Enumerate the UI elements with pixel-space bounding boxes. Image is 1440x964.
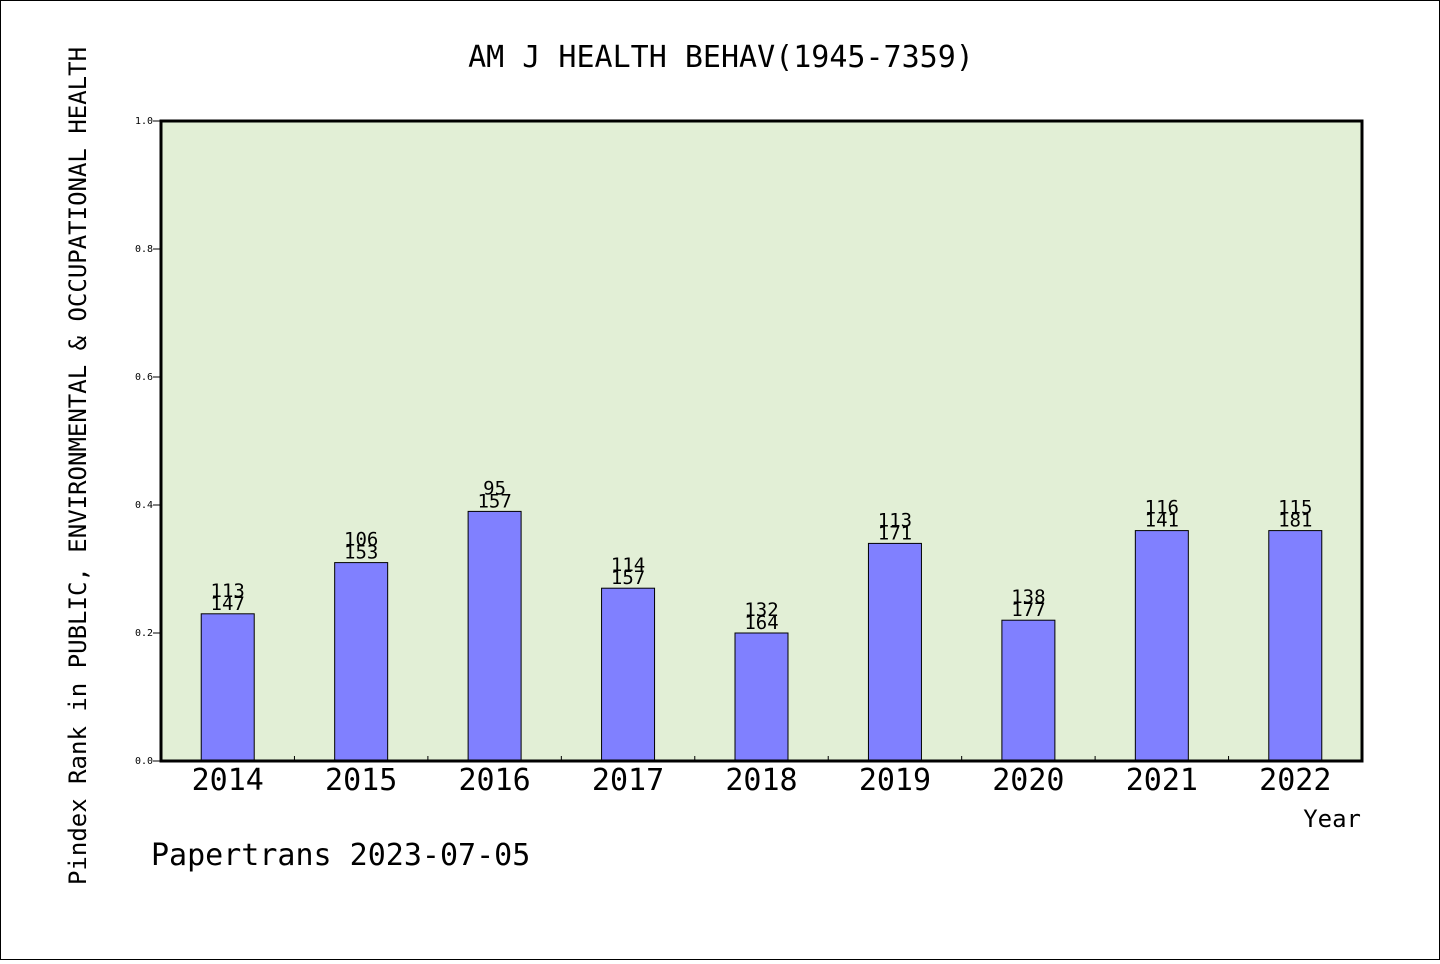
chart-title: AM J HEALTH BEHAV(1945-7359)	[468, 40, 974, 75]
bar-2014	[200, 613, 255, 762]
bar-2017	[601, 587, 656, 762]
x-tick-label: 2021	[1126, 763, 1198, 798]
x-tick-label: 2015	[325, 763, 397, 798]
bar-2018	[734, 632, 789, 762]
bar-2020	[1001, 619, 1056, 762]
rank-label: 115	[1278, 497, 1312, 519]
y-axis: 0.0 0.2 0.4 0.6 0.8 1.0	[135, 116, 161, 767]
rank-label: 138	[1011, 586, 1045, 608]
total-label: 157	[611, 567, 645, 589]
footer-credit: Papertrans 2023-07-05	[151, 838, 530, 873]
x-axis: 2014 2015 2016 2017 2018 2019 2020 2021 2022	[192, 756, 1331, 798]
x-tick-label: 2020	[992, 763, 1064, 798]
total-label: 177	[1011, 599, 1045, 621]
total-label: 171	[878, 522, 912, 544]
y-tick-label: 0.6	[135, 372, 153, 383]
bar-2022	[1268, 530, 1323, 762]
total-label: 147	[211, 593, 245, 615]
total-label: 164	[744, 612, 778, 634]
bar-2015	[334, 562, 389, 762]
rank-label: 114	[611, 554, 645, 576]
y-axis-label: Pindex Rank in PUBLIC, ENVIRONMENTAL & O…	[64, 47, 92, 885]
y-tick-label: 0.4	[135, 500, 153, 511]
y-tick-label: 1.0	[135, 116, 153, 127]
bar-2016	[467, 510, 522, 762]
rank-label: 106	[344, 529, 378, 551]
y-tick-label: 0.0	[135, 756, 153, 767]
total-label: 181	[1278, 510, 1312, 532]
total-label: 157	[477, 490, 511, 512]
y-tick-label: 0.8	[135, 244, 153, 255]
x-axis-label: Year	[1303, 805, 1361, 833]
total-label: 141	[1145, 510, 1179, 532]
rank-label: 116	[1145, 497, 1179, 519]
rank-label: 113	[878, 509, 912, 531]
rank-label: 132	[744, 599, 778, 621]
total-label: 153	[344, 542, 378, 564]
x-tick-label: 2014	[192, 763, 264, 798]
data-labels: 1131471061539515711415713216411317113817…	[211, 477, 1313, 634]
bar-2019	[867, 542, 922, 762]
x-tick-label: 2022	[1259, 763, 1331, 798]
x-tick-label: 2016	[458, 763, 530, 798]
x-tick-label: 2018	[725, 763, 797, 798]
x-tick-label: 2017	[592, 763, 664, 798]
bar-series	[200, 510, 1323, 762]
rank-label: 113	[211, 580, 245, 602]
rank-label: 95	[483, 477, 506, 499]
plot-border	[159, 119, 1364, 763]
y-tick-label: 0.2	[135, 628, 153, 639]
x-tick-label: 2019	[859, 763, 931, 798]
bar-2021	[1134, 530, 1189, 762]
